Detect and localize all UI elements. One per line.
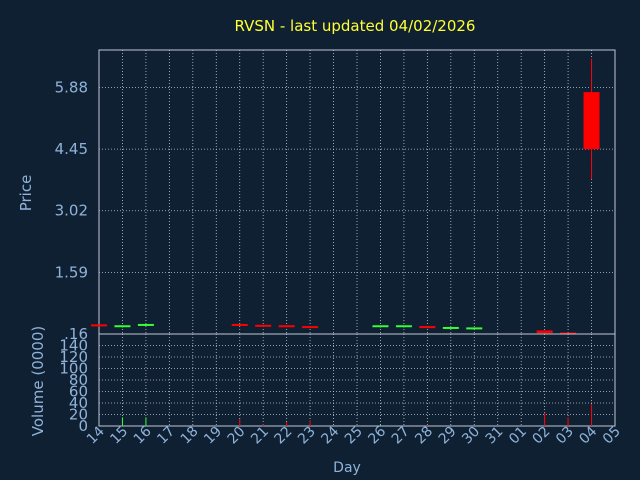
x-tick-label: 31 [483, 424, 507, 448]
volume-tick-label: 80 [69, 371, 88, 389]
candle-body [466, 327, 483, 330]
x-tick-label: 26 [365, 423, 389, 447]
volume-tick-label: 60 [69, 383, 88, 401]
price-tick-label: 1.59 [55, 263, 88, 281]
candle-body [583, 92, 600, 150]
x-tick-label: 29 [436, 424, 460, 448]
x-tick-label: 20 [225, 424, 249, 448]
x-tick-label: 17 [154, 424, 178, 448]
chart-title: RVSN - last updated 04/02/2026 [235, 17, 476, 35]
volume-tick-label: 40 [69, 394, 88, 412]
x-tick-label: 02 [530, 424, 554, 448]
x-tick-label: 22 [272, 424, 296, 448]
candle-body [231, 323, 248, 326]
candle-body [278, 325, 295, 328]
volume-tick-label: 140 [59, 337, 88, 355]
x-tick-label: 25 [342, 424, 366, 448]
x-tick-label: 18 [178, 424, 202, 448]
price-axis-label: Price [17, 175, 35, 212]
candle-body [114, 325, 131, 328]
candle-body [395, 325, 412, 328]
x-tick-label: 27 [389, 424, 413, 448]
x-tick-label: 05 [600, 424, 624, 448]
x-tick-label: 15 [107, 424, 131, 448]
candle-body [137, 323, 154, 326]
price-tick-label: .16 [64, 325, 88, 343]
x-tick-label: 24 [318, 423, 342, 447]
volume-tick-label: 20 [69, 406, 88, 424]
x-tick-label: 28 [412, 424, 436, 448]
x-tick-label: 23 [295, 424, 319, 448]
x-tick-label: 03 [553, 424, 577, 448]
candle-body [255, 324, 272, 327]
x-tick-label: 19 [201, 424, 225, 448]
candle-body [419, 326, 436, 329]
x-tick-label: 30 [459, 424, 483, 448]
x-tick-label: 21 [248, 424, 272, 448]
candle-body [302, 326, 319, 329]
volume-axis-label: Volume (0000) [29, 326, 47, 436]
candle-body [372, 325, 389, 328]
price-panel: 5.88 4.45 3.02 1.59 .16 [55, 49, 616, 343]
day-axis-label: Day [333, 460, 361, 476]
volume-tick-label: 0 [78, 417, 88, 435]
volume-panel: 14 15 16 17 18 19 20 21 22 23 24 25 26 27 28 29 30 31 01 02… [59, 333, 624, 448]
candle-body [91, 324, 107, 327]
volume-tick-label: 100 [59, 360, 88, 378]
price-tick-label: 3.02 [55, 202, 88, 220]
x-tick-label: 01 [506, 424, 530, 448]
price-tick-label: 4.45 [55, 140, 88, 158]
x-tick-label: 16 [131, 423, 155, 447]
volume-tick-label: 120 [59, 348, 88, 366]
candle-body [536, 330, 553, 334]
candle-body [442, 326, 459, 329]
x-tick-label: 04 [576, 423, 600, 447]
price-tick-label: 5.88 [55, 78, 88, 96]
